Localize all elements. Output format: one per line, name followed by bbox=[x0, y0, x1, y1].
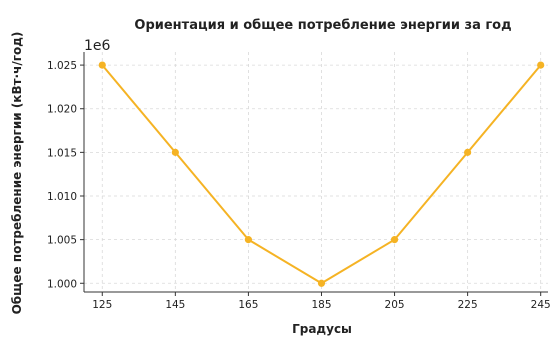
x-axis-ticks: 125 145 165 185 205 225 245 bbox=[92, 292, 551, 311]
data-point bbox=[537, 61, 545, 69]
axes bbox=[83, 52, 548, 293]
data-point bbox=[464, 148, 472, 156]
chart-title: Ориентация и общее потребление энергии з… bbox=[134, 18, 511, 33]
y-tick-label: 1.025 bbox=[47, 60, 77, 72]
y-axis-label: Общее потребление энергии (кВт·ч/год) bbox=[10, 32, 24, 315]
data-point bbox=[171, 148, 179, 156]
x-tick-label: 185 bbox=[311, 299, 331, 311]
x-tick-label: 165 bbox=[238, 299, 258, 311]
grid bbox=[84, 52, 548, 292]
data-point bbox=[98, 61, 106, 69]
x-tick-label: 145 bbox=[165, 299, 185, 311]
y-tick-label: 1.000 bbox=[47, 278, 77, 290]
y-tick-label: 1.020 bbox=[47, 104, 77, 116]
x-tick-label: 245 bbox=[531, 299, 551, 311]
data-point bbox=[317, 279, 326, 287]
y-tick-label: 1.015 bbox=[47, 147, 77, 159]
x-axis-label: Градусы bbox=[292, 322, 352, 336]
x-tick-label: 125 bbox=[92, 299, 112, 311]
data-point bbox=[390, 236, 399, 244]
x-tick-label: 225 bbox=[458, 299, 478, 311]
data-point bbox=[244, 236, 253, 244]
y-tick-label: 1.010 bbox=[47, 191, 77, 203]
y-tick-label: 1.005 bbox=[47, 235, 77, 247]
y-axis-ticks: 1.000 1.005 1.010 1.015 1.020 1.025 bbox=[47, 60, 84, 290]
x-tick-label: 205 bbox=[385, 299, 405, 311]
y-axis-offset-label: 1e6 bbox=[84, 38, 111, 54]
series bbox=[98, 61, 545, 287]
